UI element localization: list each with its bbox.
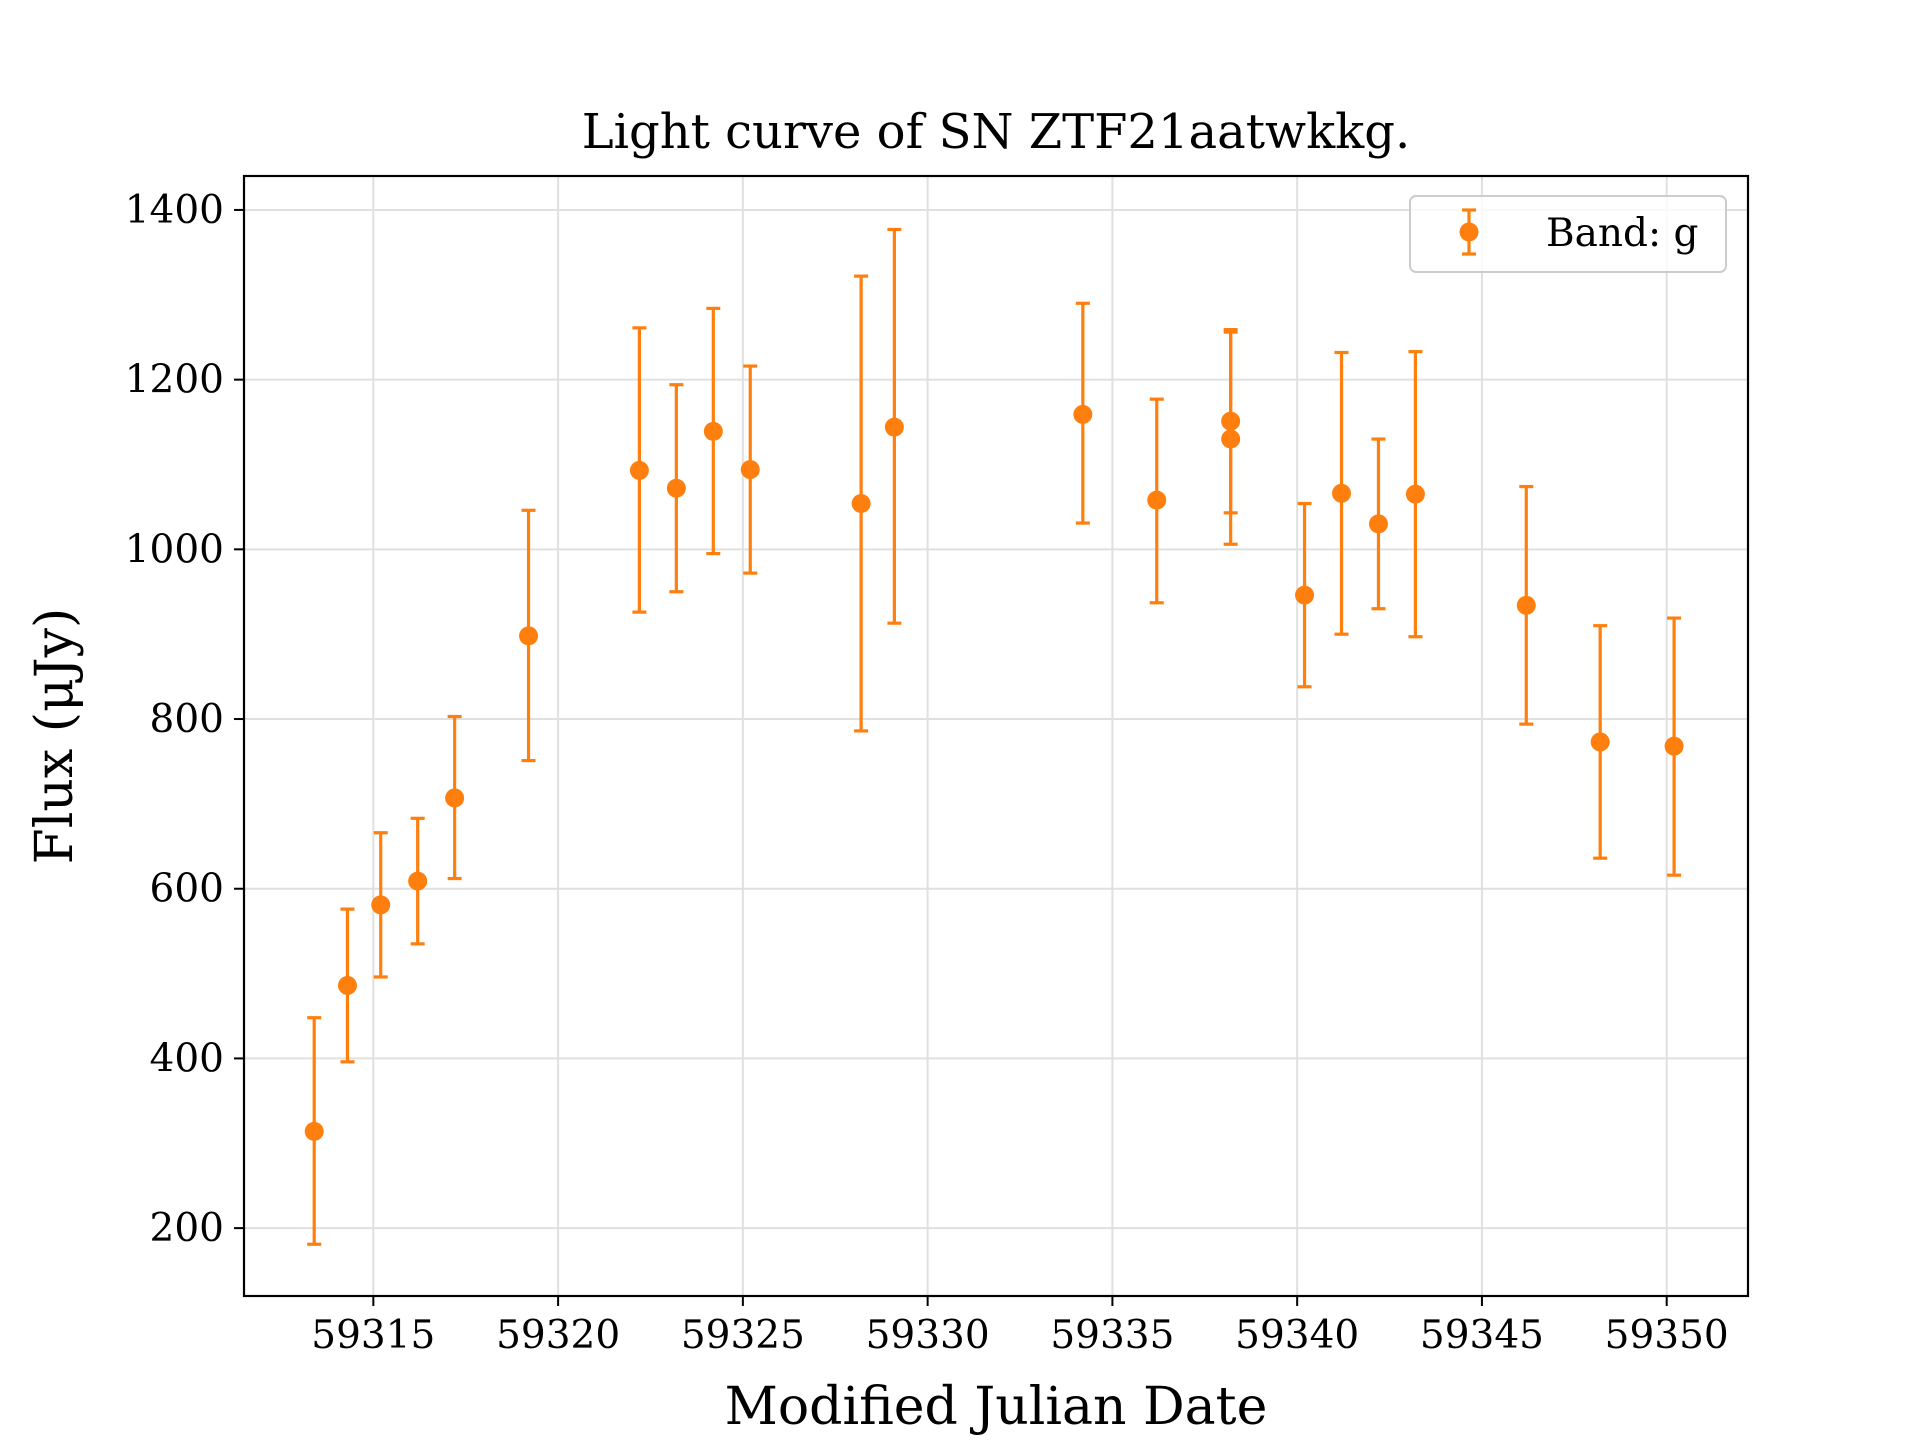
data-point	[445, 788, 465, 808]
data-point	[1664, 736, 1684, 756]
grid-layer	[244, 176, 1748, 1296]
data-point	[629, 460, 649, 480]
y-tick-label: 600	[150, 867, 224, 912]
legend: Band: g	[1409, 195, 1727, 273]
data-point	[304, 1121, 324, 1141]
x-tick-label: 59325	[681, 1313, 805, 1358]
legend-box	[1409, 195, 1727, 273]
x-tick-label: 59320	[496, 1313, 620, 1358]
data-point	[1332, 483, 1352, 503]
data-point	[371, 895, 391, 915]
x-tick-label: 59340	[1235, 1313, 1359, 1358]
legend-series-marker	[1459, 208, 1479, 256]
data-point	[1516, 595, 1536, 615]
x-tick-label: 59345	[1420, 1313, 1544, 1358]
data-point	[740, 460, 760, 480]
data-point	[666, 478, 686, 498]
y-tick-label: 1000	[125, 527, 224, 572]
data-point	[408, 871, 428, 891]
chart-title: Light curve of SN ZTF21aatwkkg.	[582, 104, 1411, 160]
y-axis-title: Flux (μJy)	[25, 608, 85, 865]
x-axis-title: Modified Julian Date	[725, 1377, 1268, 1437]
y-tick-label: 1400	[125, 188, 224, 233]
data-point	[519, 626, 539, 646]
y-tick-label: 400	[150, 1036, 224, 1081]
data-layer	[304, 227, 1684, 1246]
plot-frame	[242, 174, 1750, 1298]
legend-entry-label: Band: g	[1546, 211, 1699, 256]
legend-point	[1459, 222, 1479, 242]
x-tick-label: 59335	[1050, 1313, 1174, 1358]
data-point	[337, 975, 357, 995]
data-point	[703, 421, 723, 441]
data-point	[884, 417, 904, 437]
data-point	[1221, 429, 1241, 449]
y-tick-label: 1200	[125, 358, 224, 403]
data-point	[1147, 490, 1167, 510]
data-point	[1368, 514, 1388, 534]
data-point	[1295, 585, 1315, 605]
x-tick-label: 59330	[866, 1313, 990, 1358]
data-point	[1073, 404, 1093, 424]
x-tick-label: 59350	[1605, 1313, 1729, 1358]
tick-layer: 59315 59320 59325 59330 59335 59340 59345 59350…	[125, 188, 1729, 1358]
data-point	[1590, 732, 1610, 752]
data-point	[851, 494, 871, 514]
y-tick-label: 200	[150, 1206, 224, 1251]
data-point	[1405, 484, 1425, 504]
x-tick-label: 59315	[311, 1313, 435, 1358]
y-tick-label: 800	[150, 697, 224, 742]
